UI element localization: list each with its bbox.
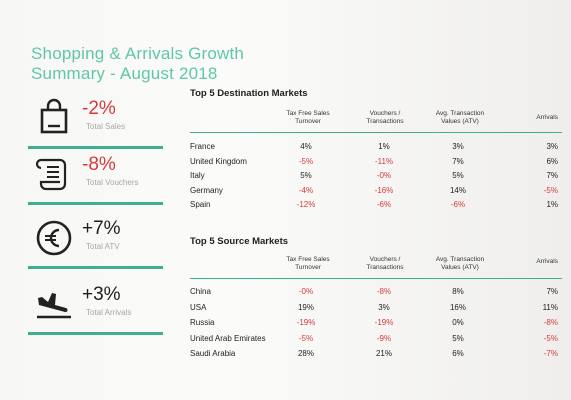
market-name: France <box>190 142 215 151</box>
table-cell: -19% <box>296 318 316 327</box>
column-header: Arrivals <box>536 258 558 265</box>
report-title-line2: Summary - August 2018 <box>31 64 218 83</box>
table-row: Spain -12% -6% -6% 1% <box>190 200 562 214</box>
plane-landing-icon <box>37 293 71 319</box>
table-cell: -11% <box>374 156 394 166</box>
table-cell: 21% <box>375 349 392 358</box>
table-row: Italy 5% -0% 5% 7% <box>190 171 562 185</box>
kpi-label: Total ATV <box>86 242 120 251</box>
column-header: Avg. Transaction Values (ATV) <box>435 256 485 271</box>
table-cell: -5% <box>543 185 558 195</box>
kpi-divider <box>28 332 163 335</box>
table-cell: -6% <box>376 200 392 209</box>
euro-icon <box>36 220 72 256</box>
kpi-value: -2% <box>82 98 116 119</box>
table-cell: -8% <box>543 318 558 327</box>
column-header: Avg. Transaction Values (ATV) <box>435 110 485 125</box>
market-name: Italy <box>190 171 205 180</box>
table-row: Germany -4% -16% 14% -5% <box>190 186 562 200</box>
kpi-label: Total Sales <box>86 122 126 131</box>
kpi-value: +3% <box>82 284 121 305</box>
table-cell: 8% <box>452 287 464 296</box>
market-name: Germany <box>190 185 223 195</box>
table-cell: 6% <box>546 156 558 166</box>
table-cell: -12% <box>296 200 316 209</box>
table-row: United Kingdom -5% -11% 7% 6% <box>190 157 562 171</box>
section-title: Top 5 Source Markets <box>190 236 289 247</box>
table-cell: -5% <box>298 333 314 343</box>
table-cell: 3% <box>378 302 390 312</box>
kpi-total-atv: +7% Total ATV <box>28 218 163 278</box>
report-title-line1: Shopping & Arrivals Growth <box>31 44 245 63</box>
table-cell: 28% <box>297 349 314 358</box>
table-cell: 1% <box>378 142 390 151</box>
table-cell: 3% <box>452 142 464 151</box>
kpi-divider <box>28 202 163 205</box>
table-cell: 3% <box>546 142 558 151</box>
column-header: Arrivals <box>536 114 558 121</box>
kpi-total-vouchers: -8% Total Vouchers <box>28 154 163 214</box>
table-cell: 6% <box>452 349 464 358</box>
destination-markets-table: Top 5 Destination Markets Tax Free Sales… <box>190 88 562 218</box>
table-cell: 7% <box>452 156 464 166</box>
header-rule <box>190 278 562 279</box>
table-cell: -8% <box>376 287 392 296</box>
kpi-label: Total Vouchers <box>86 178 139 187</box>
table-cell: 19% <box>297 302 314 312</box>
table-cell: 16% <box>449 302 466 312</box>
table-row: USA 19% 3% 16% 11% <box>190 303 562 317</box>
market-name: United Kingdom <box>190 156 247 166</box>
table-cell: 5% <box>300 171 312 180</box>
table-cell: 5% <box>452 333 464 343</box>
shopping-bag-icon <box>40 98 68 134</box>
market-name: Russia <box>190 318 215 327</box>
table-cell: -16% <box>374 185 394 195</box>
table-cell: 5% <box>452 171 464 180</box>
table-cell: -0% <box>298 287 314 296</box>
column-header: Vouchers / Transactions <box>366 110 404 125</box>
table-cell: -5% <box>543 333 558 343</box>
table-row: United Arab Emirates -5% -9% 5% -5% <box>190 334 562 348</box>
table-row: France 4% 1% 3% 3% <box>190 142 562 156</box>
section-title: Top 5 Destination Markets <box>190 88 308 99</box>
market-name: Spain <box>190 200 211 209</box>
table-cell: 11% <box>542 302 558 312</box>
market-name: Saudi Arabia <box>190 349 236 358</box>
kpi-label: Total Arrivals <box>86 308 132 317</box>
table-cell: 7% <box>546 287 558 296</box>
kpi-total-sales: -2% Total Sales <box>28 98 163 158</box>
table-row: Saudi Arabia 28% 21% 6% -7% <box>190 349 562 363</box>
kpi-value: +7% <box>82 218 121 239</box>
table-cell: -5% <box>298 156 314 166</box>
market-name: China <box>190 287 211 296</box>
table-cell: 4% <box>300 142 312 151</box>
table-cell: -6% <box>450 200 466 209</box>
table-cell: 0% <box>452 318 464 327</box>
table-cell: -4% <box>298 185 314 195</box>
table-row: Russia -19% -19% 0% -8% <box>190 318 562 332</box>
table-cell: 14% <box>449 185 466 195</box>
kpi-divider <box>28 266 163 269</box>
kpi-total-arrivals: +3% Total Arrivals <box>28 284 163 344</box>
report-title: Shopping & Arrivals Growth Summary - Aug… <box>31 44 244 84</box>
table-cell: -9% <box>376 333 392 343</box>
table-cell: -0% <box>376 171 392 180</box>
table-cell: -7% <box>543 349 558 358</box>
column-header: Tax Free Sales Turnover <box>286 110 330 125</box>
receipt-icon <box>35 158 67 191</box>
table-row: China -0% -8% 8% 7% <box>190 287 562 301</box>
source-markets-table: Top 5 Source Markets Tax Free Sales Turn… <box>190 236 562 376</box>
column-header: Tax Free Sales Turnover <box>286 256 330 271</box>
table-cell: -19% <box>374 318 394 327</box>
table-cell: 7% <box>546 171 558 180</box>
header-rule <box>190 132 562 133</box>
column-header: Vouchers / Transactions <box>366 256 404 271</box>
table-cell: 1% <box>546 200 558 209</box>
market-name: United Arab Emirates <box>190 333 266 343</box>
kpi-divider <box>28 146 163 149</box>
kpi-value: -8% <box>82 154 116 175</box>
market-name: USA <box>190 302 207 312</box>
